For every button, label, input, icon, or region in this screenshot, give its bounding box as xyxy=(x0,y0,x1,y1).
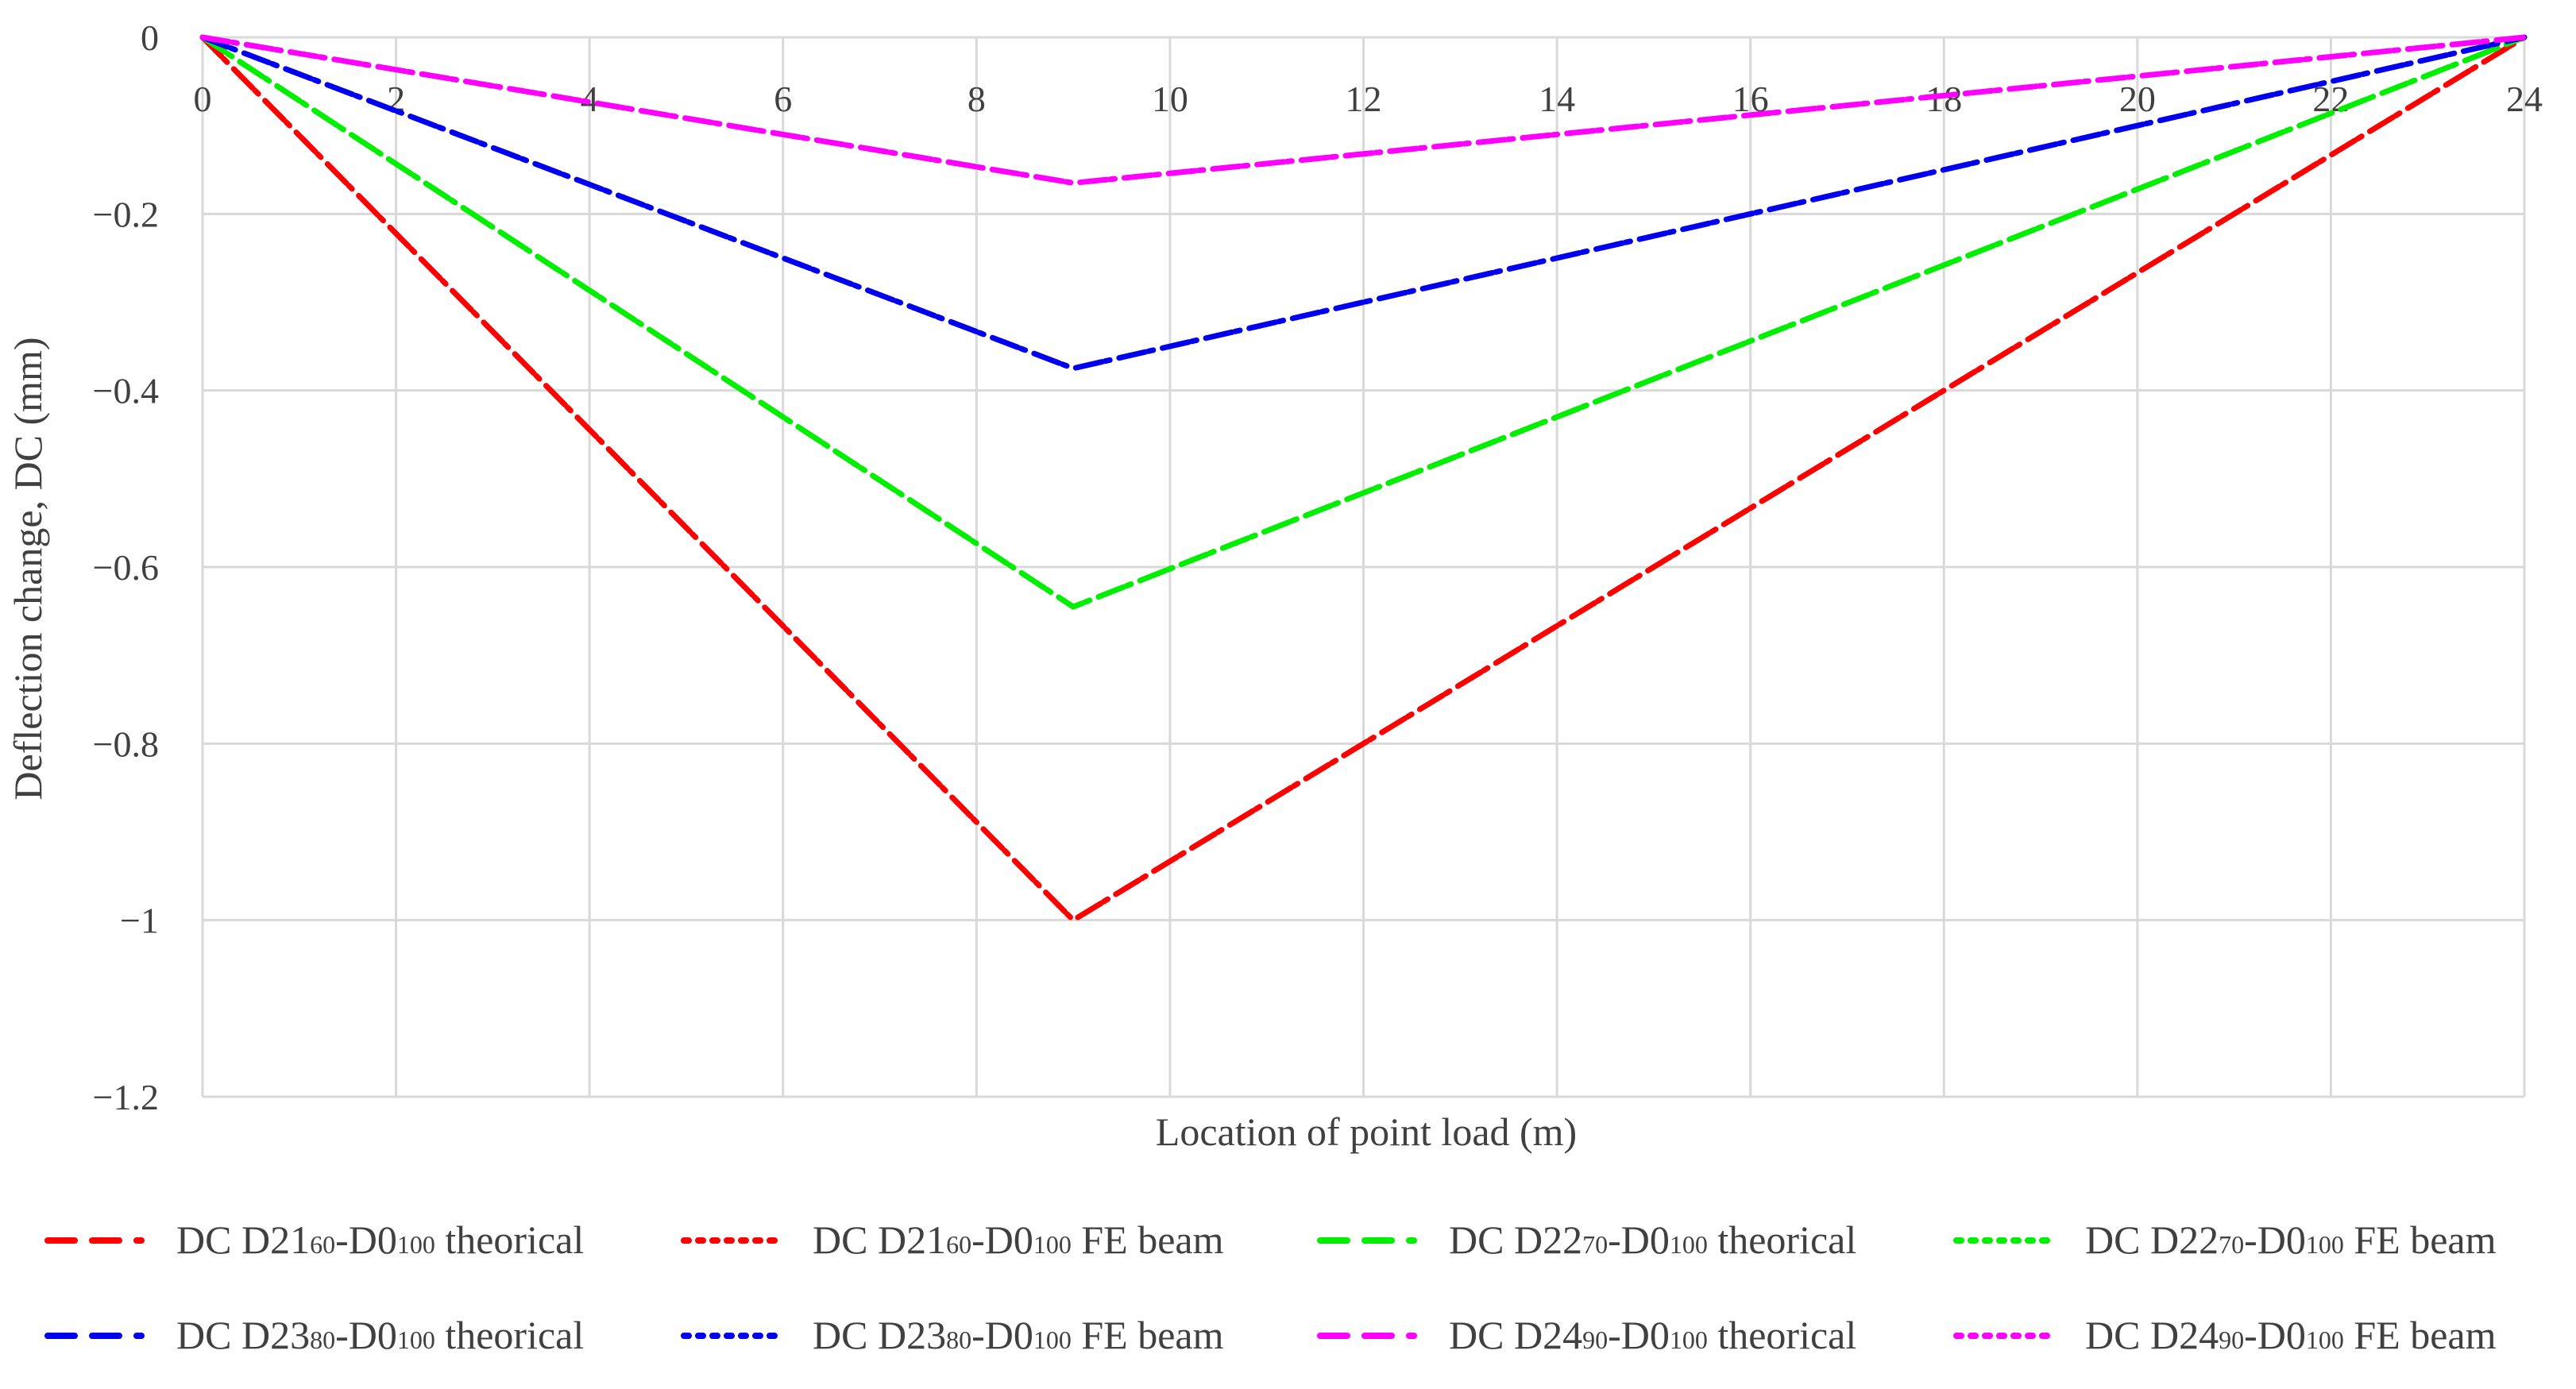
series-line-d22-theorical xyxy=(199,34,2528,610)
y-axis-ticks: 0 −0.2 −0.4 −0.6 −0.8 −1 −1.2 xyxy=(93,17,159,1117)
grid xyxy=(201,36,2526,1098)
legend-item: DC D2490-D0100 theorical xyxy=(1317,1313,1856,1357)
y-tick-label: −0.6 xyxy=(93,547,159,588)
x-axis-title: Location of point load (m) xyxy=(1156,1109,1577,1154)
series-line-d24-theorical xyxy=(199,34,2528,186)
x-tick-label: 20 xyxy=(2119,79,2156,119)
legend-item: DC D2270-D0100 theorical xyxy=(1317,1217,1856,1262)
x-tick-label: 12 xyxy=(1346,79,1382,119)
series-line-d21-theorical xyxy=(199,34,2528,924)
series-line-d24-fe-beam xyxy=(199,34,2528,186)
legend-label: DC D2160-D0100 FE beam xyxy=(813,1217,1224,1262)
x-tick-label: 10 xyxy=(1152,79,1188,119)
x-tick-label: 8 xyxy=(967,79,986,119)
legend-label: DC D2490-D0100 theorical xyxy=(1449,1313,1856,1357)
y-tick-label: −1 xyxy=(120,901,159,941)
x-tick-label: 0 xyxy=(194,79,212,119)
y-tick-label: −0.4 xyxy=(93,371,159,411)
y-tick-label: 0 xyxy=(141,17,159,58)
x-tick-label: 6 xyxy=(774,79,792,119)
x-tick-label: 4 xyxy=(581,79,599,119)
legend-item: DC D2490-D0100 FE beam xyxy=(1953,1313,2497,1357)
y-tick-label: −1.2 xyxy=(93,1077,159,1117)
y-axis-title: Deflection change, DC (mm) xyxy=(6,337,50,800)
y-tick-label: −0.2 xyxy=(93,194,159,234)
legend-label: DC D2380-D0100 FE beam xyxy=(813,1313,1224,1357)
legend-label: DC D2270-D0100 theorical xyxy=(1449,1217,1856,1262)
legend-label: DC D2490-D0100 FE beam xyxy=(2085,1313,2497,1357)
legend-label: DC D2270-D0100 FE beam xyxy=(2085,1217,2497,1262)
legend-item: DC D2380-D0100 FE beam xyxy=(681,1313,1224,1357)
legend-label: DC D2380-D0100 theorical xyxy=(176,1313,584,1357)
series-lines xyxy=(199,34,2528,924)
series-line-d22-fe-beam xyxy=(199,34,2528,610)
y-tick-label: −0.8 xyxy=(93,723,159,764)
legend: DC D2160-D0100 theorical DC D2160-D0100 F… xyxy=(44,1217,2497,1357)
legend-item: DC D2270-D0100 FE beam xyxy=(1953,1217,2497,1262)
legend-item: DC D2160-D0100 theorical xyxy=(44,1217,584,1262)
x-tick-label: 24 xyxy=(2506,79,2543,119)
legend-item: DC D2160-D0100 FE beam xyxy=(681,1217,1224,1262)
x-tick-label: 14 xyxy=(1539,79,1575,119)
legend-item: DC D2380-D0100 theorical xyxy=(44,1313,584,1357)
series-line-d23-theorical xyxy=(199,34,2528,372)
legend-label: DC D2160-D0100 theorical xyxy=(176,1217,584,1262)
